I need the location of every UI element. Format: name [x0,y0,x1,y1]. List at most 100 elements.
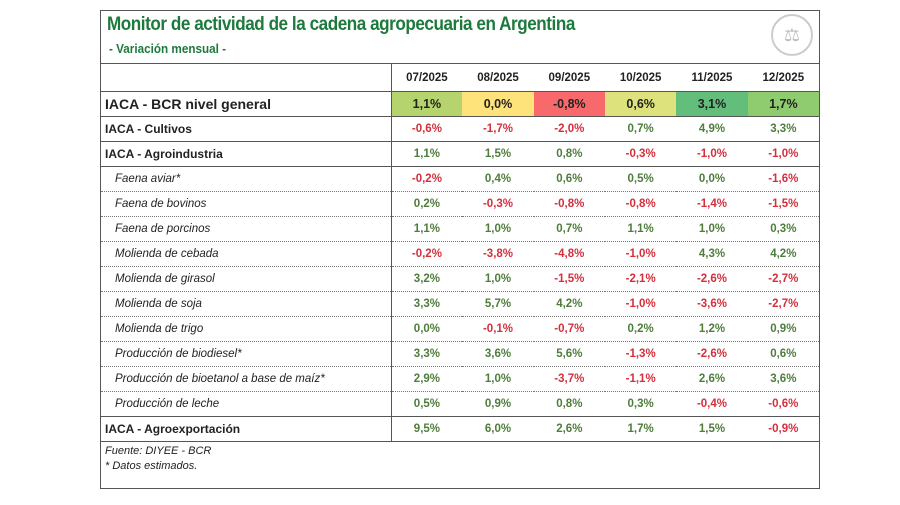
table-row: Faena aviar* -0,2% 0,4% 0,6% 0,5% 0,0% -1,6% [101,166,819,192]
row-label: Molienda de girasol [101,266,392,292]
value-cell: -0,8% [604,191,677,217]
value-cell: -1,0% [604,241,677,267]
value-cell: 0,6% [604,91,677,117]
value-cell: 0,5% [391,391,463,417]
value-cell: 0,7% [604,116,677,142]
row-label: Molienda de cebada [101,241,392,267]
value-cell: 1,0% [462,366,534,392]
row-label: Producción de biodiesel* [101,341,392,367]
value-cell: -3,8% [462,241,534,267]
value-cell: -1,0% [747,141,819,167]
value-cell: -3,7% [533,366,605,392]
value-cell: 2,6% [676,366,748,392]
value-cell: -0,6% [391,116,463,142]
value-cell: -1,5% [533,266,605,292]
value-cell: -0,2% [391,241,463,267]
value-cell: 0,7% [533,216,605,242]
value-cell: 3,6% [747,366,819,392]
value-cell: 5,6% [533,341,605,367]
value-cell: 4,2% [533,291,605,317]
row-label: Faena aviar* [101,166,392,192]
value-cell: 4,9% [676,116,748,142]
table-row: Producción de bioetanol a base de maíz* 2… [101,366,819,392]
value-cell: -1,0% [676,141,748,167]
row-label: IACA - Agroexportación [101,416,392,442]
value-cell: 2,9% [391,366,463,392]
table-row: Faena de porcinos 1,1% 1,0% 0,7% 1,1% 1,0% 0,3… [101,216,819,242]
value-cell: 0,3% [747,216,819,242]
value-cell: -0,6% [747,391,819,417]
value-cell: -2,1% [604,266,677,292]
value-cell: 0,0% [462,91,534,117]
value-cell: 1,2% [676,316,748,342]
column-header: 08/2025 [462,63,534,92]
table-row: Molienda de trigo 0,0% -0,1% -0,7% 0,2% 1,2% 0… [101,316,819,342]
value-cell: 0,8% [533,391,605,417]
value-cell: 0,9% [462,391,534,417]
value-cell: 3,3% [391,341,463,367]
value-cell: -0,2% [391,166,463,192]
value-cell: 1,0% [676,216,748,242]
value-cell: -0,3% [604,141,677,167]
value-cell: 3,1% [676,91,748,117]
page-title: Monitor de actividad de la cadena agrope… [107,14,575,35]
value-cell: 1,7% [604,416,677,442]
value-cell: -3,6% [676,291,748,317]
value-cell: -1,3% [604,341,677,367]
value-cell: 5,7% [462,291,534,317]
value-cell: 1,1% [391,216,463,242]
value-cell: -0,9% [747,416,819,442]
value-cell: -2,0% [533,116,605,142]
row-label: Faena de bovinos [101,191,392,217]
footnote-source: Fuente: DIYEE - BCR [105,445,212,457]
value-cell: 9,5% [391,416,463,442]
value-cell: 1,5% [462,141,534,167]
value-cell: -0,3% [462,191,534,217]
value-cell: -1,4% [676,191,748,217]
row-label: Molienda de soja [101,291,392,317]
value-cell: -1,5% [747,191,819,217]
column-header: 07/2025 [391,63,463,92]
row-label: Faena de porcinos [101,216,392,242]
value-cell: 0,2% [391,191,463,217]
value-cell: 0,6% [747,341,819,367]
value-cell: 0,2% [604,316,677,342]
table-row: Producción de biodiesel* 3,3% 3,6% 5,6% -1,3… [101,341,819,367]
value-cell: 2,6% [533,416,605,442]
page-subtitle: - Variación mensual - [109,41,227,56]
value-cell: -2,7% [747,291,819,317]
monitor-panel: Monitor de actividad de la cadena agrope… [100,10,820,489]
column-header: 09/2025 [533,63,605,92]
value-cell: -2,6% [676,341,748,367]
value-cell: -1,0% [604,291,677,317]
value-cell: -2,7% [747,266,819,292]
value-cell: -0,7% [533,316,605,342]
value-cell: 0,0% [391,316,463,342]
value-cell: 0,5% [604,166,677,192]
value-cell: 0,8% [533,141,605,167]
row-label: IACA - Agroindustria [101,141,392,167]
value-cell: 3,3% [391,291,463,317]
value-cell: 1,5% [676,416,748,442]
value-cell: 1,0% [462,216,534,242]
activity-table: 07/2025 08/2025 09/2025 10/2025 11/2025 12/20… [101,63,819,442]
value-cell: 0,9% [747,316,819,342]
value-cell: 1,1% [391,141,463,167]
table-row: IACA - Agroexportación 9,5% 6,0% 2,6% 1,7% 1,… [101,416,819,442]
value-cell: 1,0% [462,266,534,292]
value-cell: 1,1% [604,216,677,242]
value-cell: 1,1% [391,91,463,117]
table-row: Faena de bovinos 0,2% -0,3% -0,8% -0,8% -1,4%… [101,191,819,217]
row-label: IACA - BCR nivel general [101,91,392,117]
row-label: Molienda de trigo [101,316,392,342]
value-cell: 6,0% [462,416,534,442]
value-cell: 3,2% [391,266,463,292]
value-cell: 0,6% [533,166,605,192]
row-label: Producción de bioetanol a base de maíz* [101,366,392,392]
value-cell: -0,8% [533,91,605,117]
value-cell: 3,6% [462,341,534,367]
table-row: Producción de leche 0,5% 0,9% 0,8% 0,3% -0,4%… [101,391,819,417]
value-cell: -0,8% [533,191,605,217]
column-header: 12/2025 [747,63,819,92]
row-label: IACA - Cultivos [101,116,392,142]
